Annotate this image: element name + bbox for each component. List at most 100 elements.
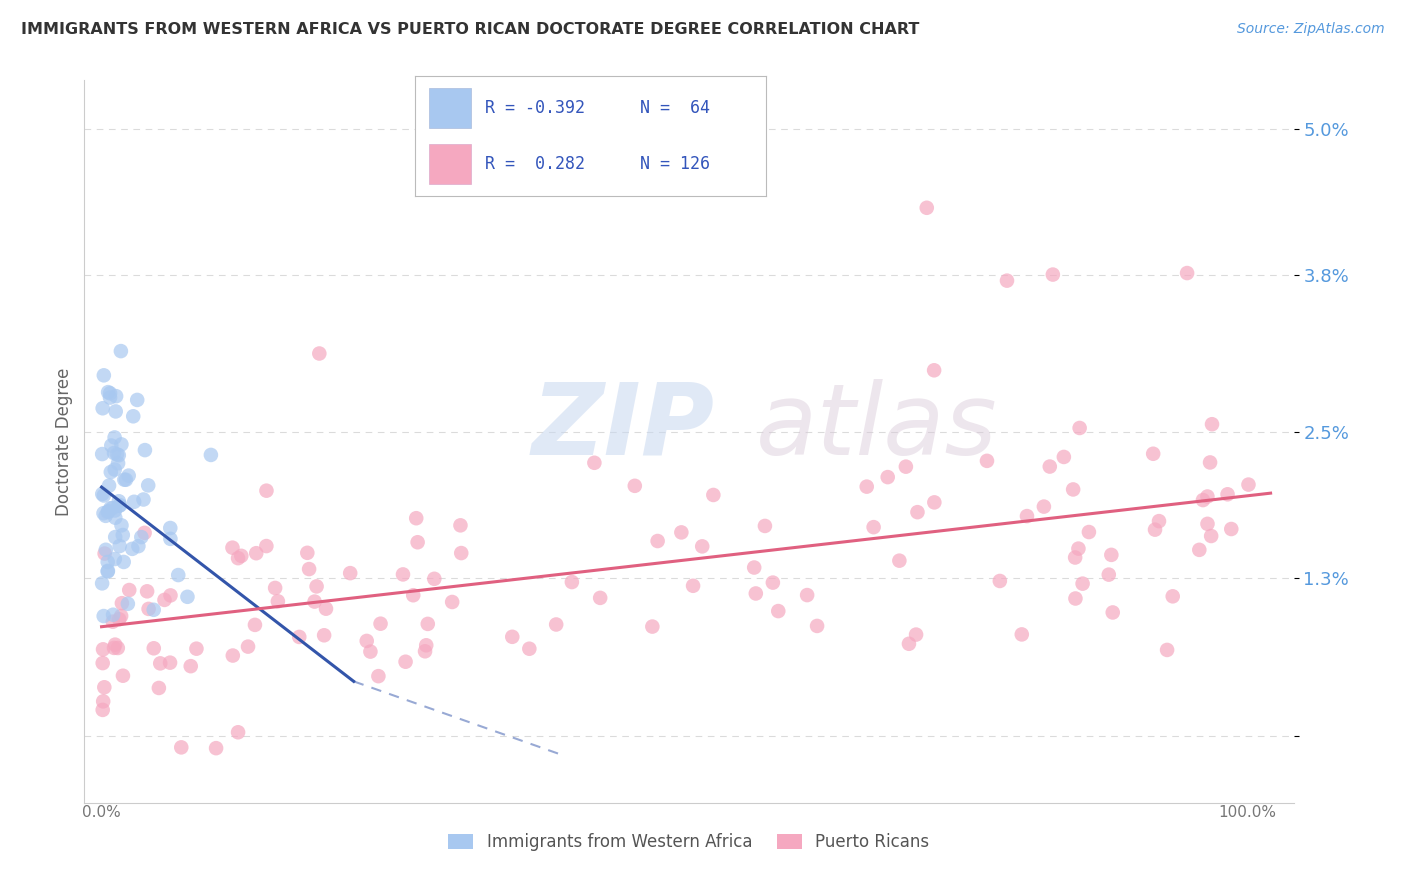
- Point: [91, 576, 114, 591]
- Point: [305, 579, 328, 593]
- Point: [907, 505, 929, 519]
- Point: [104, 510, 127, 524]
- Point: [110, 437, 132, 451]
- Point: [111, 669, 134, 683]
- Point: [806, 619, 828, 633]
- Point: [93, 609, 115, 624]
- Point: [1077, 524, 1099, 539]
- Point: [107, 448, 129, 462]
- Point: [1042, 268, 1064, 282]
- Point: [91, 656, 114, 670]
- Point: [127, 539, 149, 553]
- Point: [1220, 522, 1243, 536]
- Point: [264, 581, 287, 595]
- Point: [107, 640, 129, 655]
- Point: [894, 459, 917, 474]
- Point: [149, 657, 172, 671]
- Text: N = 126: N = 126: [640, 155, 710, 173]
- Point: [754, 519, 776, 533]
- Point: [423, 572, 446, 586]
- Point: [159, 656, 181, 670]
- Point: [93, 506, 115, 520]
- Point: [304, 594, 326, 608]
- Point: [91, 694, 114, 708]
- Point: [641, 619, 664, 633]
- Point: [91, 401, 114, 416]
- Point: [159, 521, 181, 535]
- Point: [298, 562, 321, 576]
- Point: [392, 567, 415, 582]
- Point: [122, 495, 145, 509]
- Point: [1237, 477, 1260, 491]
- Point: [988, 574, 1011, 588]
- Point: [93, 547, 115, 561]
- Point: [1143, 523, 1166, 537]
- Point: [200, 448, 222, 462]
- Point: [231, 549, 253, 563]
- Point: [148, 681, 170, 695]
- Point: [104, 404, 127, 418]
- Point: [1064, 550, 1087, 565]
- Point: [671, 525, 693, 540]
- Point: [315, 601, 337, 615]
- Point: [314, 628, 336, 642]
- Point: [415, 638, 437, 652]
- Point: [583, 456, 606, 470]
- Y-axis label: Doctorate Degree: Doctorate Degree: [55, 368, 73, 516]
- Point: [108, 539, 131, 553]
- Point: [108, 612, 131, 626]
- Bar: [429, 145, 471, 185]
- Point: [98, 386, 121, 401]
- Point: [100, 438, 122, 452]
- Point: [101, 607, 124, 622]
- Point: [889, 554, 911, 568]
- Point: [976, 454, 998, 468]
- Point: [623, 479, 645, 493]
- Point: [682, 579, 704, 593]
- Text: Source: ZipAtlas.com: Source: ZipAtlas.com: [1237, 22, 1385, 37]
- Point: [1197, 516, 1219, 531]
- Point: [561, 575, 583, 590]
- Point: [267, 594, 290, 608]
- Point: [108, 498, 131, 512]
- Point: [118, 468, 141, 483]
- Point: [104, 462, 127, 476]
- Point: [1201, 417, 1223, 432]
- Point: [186, 641, 208, 656]
- Point: [142, 641, 165, 656]
- Point: [159, 588, 181, 602]
- Text: R = -0.392: R = -0.392: [485, 99, 585, 117]
- Point: [112, 473, 135, 487]
- Point: [905, 627, 928, 641]
- Point: [1101, 606, 1123, 620]
- Point: [243, 618, 266, 632]
- Point: [876, 470, 898, 484]
- Point: [104, 430, 127, 444]
- Point: [142, 603, 165, 617]
- Point: [288, 630, 311, 644]
- Point: [97, 505, 120, 519]
- Point: [101, 615, 124, 629]
- Point: [745, 586, 768, 600]
- Legend: Immigrants from Western Africa, Puerto Ricans: Immigrants from Western Africa, Puerto R…: [440, 825, 938, 860]
- Point: [97, 385, 120, 400]
- Point: [394, 655, 416, 669]
- Point: [122, 409, 145, 424]
- Point: [367, 669, 389, 683]
- Bar: [429, 87, 471, 128]
- Point: [132, 492, 155, 507]
- Point: [134, 525, 156, 540]
- Point: [97, 565, 120, 579]
- Point: [226, 551, 249, 566]
- Point: [1039, 459, 1062, 474]
- Point: [1156, 643, 1178, 657]
- Point: [93, 488, 115, 502]
- Point: [226, 725, 249, 739]
- Point: [245, 546, 267, 560]
- Point: [94, 508, 117, 523]
- Point: [222, 648, 245, 663]
- Point: [176, 590, 198, 604]
- Point: [121, 541, 143, 556]
- Point: [108, 499, 131, 513]
- Point: [1062, 483, 1084, 497]
